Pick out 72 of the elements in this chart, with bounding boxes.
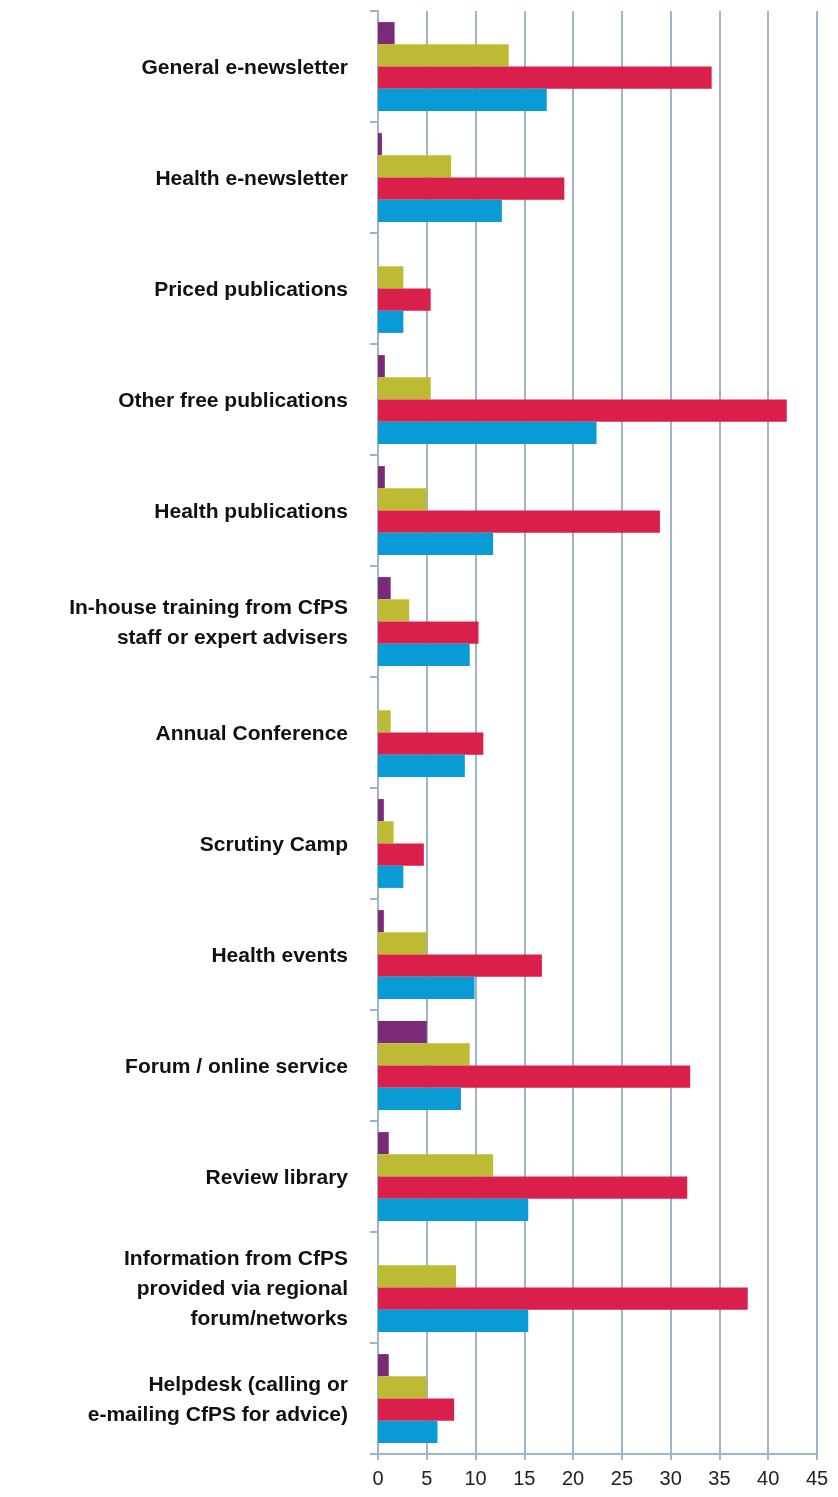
x-tick-label: 45 <box>805 1467 829 1489</box>
y-tick-label: Priced publications <box>154 277 348 300</box>
bar <box>378 754 465 777</box>
bar <box>378 577 391 600</box>
y-tick-label: Scrutiny Camp <box>199 832 348 855</box>
bar <box>378 1132 389 1155</box>
x-tick-label: 40 <box>757 1467 780 1489</box>
bar <box>378 865 404 888</box>
bar <box>378 932 427 955</box>
bar <box>378 821 394 844</box>
bar <box>378 710 391 733</box>
bar <box>378 510 660 533</box>
bar <box>378 1198 529 1221</box>
bar <box>378 1354 389 1377</box>
bar <box>378 843 424 866</box>
bar <box>378 1309 529 1332</box>
y-tick-label: General e-newsletter <box>141 55 348 78</box>
bar <box>378 954 542 977</box>
bar <box>378 466 385 489</box>
bar <box>378 1176 688 1199</box>
bar <box>378 621 479 644</box>
bar <box>378 1065 691 1088</box>
x-tick-label: 15 <box>513 1467 536 1489</box>
x-tick-label: 10 <box>464 1467 487 1489</box>
bar <box>378 1420 438 1443</box>
y-tick-label: Health e-newsletter <box>155 166 348 189</box>
bar <box>378 910 384 933</box>
y-tick-label: Helpdesk (calling or e-mailing CfPS for advice) <box>87 1372 348 1425</box>
x-tick-label: 0 <box>372 1467 384 1489</box>
bar <box>378 199 502 222</box>
x-tick-label: 25 <box>610 1467 634 1489</box>
y-tick-label: Annual Conference <box>155 721 348 744</box>
y-tick-label: Forum / online service <box>125 1054 348 1077</box>
bar <box>378 599 410 622</box>
bar <box>378 1287 748 1310</box>
y-tick-label: Health events <box>211 943 348 966</box>
bar <box>378 355 385 378</box>
bar <box>378 1154 494 1177</box>
bar <box>378 532 494 555</box>
x-tick-label: 5 <box>421 1467 433 1489</box>
y-tick-label: Review library <box>205 1165 349 1188</box>
bar <box>378 1021 427 1044</box>
bar <box>378 44 509 67</box>
bar <box>378 1398 455 1421</box>
bar <box>378 421 597 444</box>
bar <box>378 1376 427 1399</box>
bar <box>378 266 404 289</box>
y-tick-label: In-house training from CfPS staff or expert advisers <box>69 595 348 648</box>
bar <box>378 799 384 822</box>
bar <box>378 88 547 111</box>
x-tick-label: 30 <box>659 1467 682 1489</box>
y-tick-label: Health publications <box>154 499 348 522</box>
y-tick-label: Information from CfPS provided via regional forum/networks <box>124 1246 348 1329</box>
y-tick-label: Other free publications <box>118 388 348 411</box>
bar <box>378 66 712 89</box>
bar <box>378 1043 470 1066</box>
bar <box>378 310 404 333</box>
bar <box>378 976 475 999</box>
bar <box>378 643 470 666</box>
bar <box>378 133 382 156</box>
bar <box>378 377 431 400</box>
bar <box>378 399 787 422</box>
x-tick-label: 20 <box>561 1467 585 1489</box>
bar <box>378 1087 461 1110</box>
bar <box>378 288 431 311</box>
bar <box>378 488 427 511</box>
bar <box>378 1265 457 1288</box>
bar <box>378 732 484 755</box>
bar <box>378 22 395 45</box>
x-tick-label: 35 <box>708 1467 731 1489</box>
bar <box>378 155 452 178</box>
bar <box>378 177 565 200</box>
